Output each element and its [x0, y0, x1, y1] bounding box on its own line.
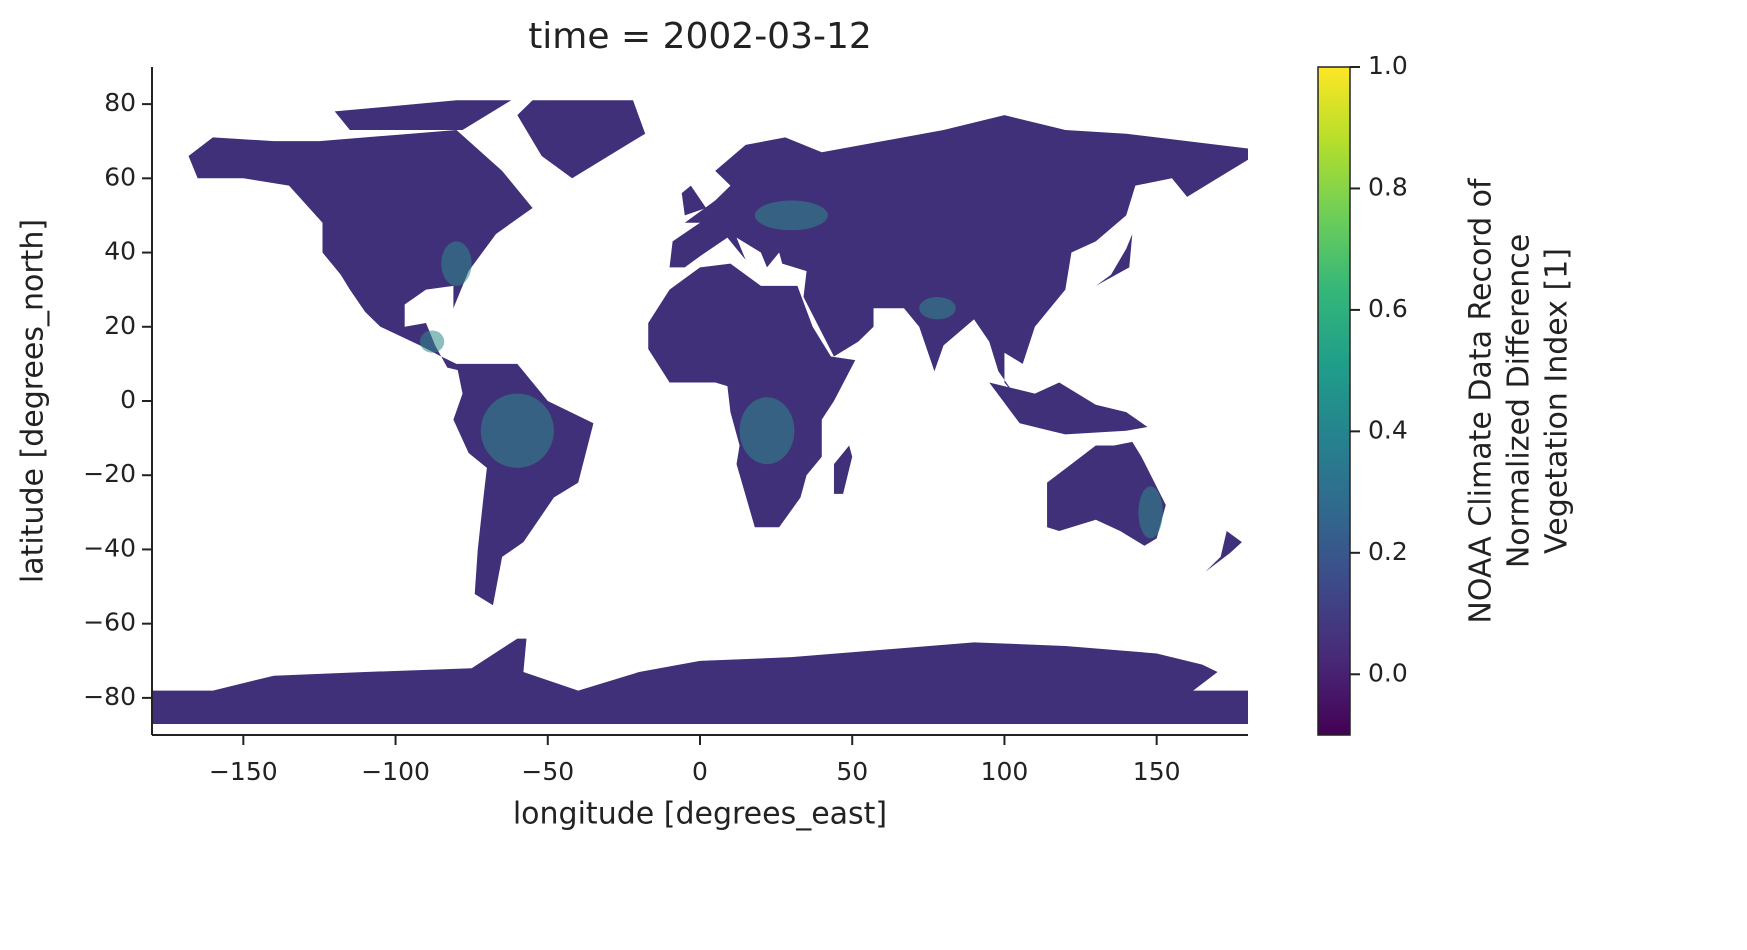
- colorbar-tick-label: 0.2: [1368, 537, 1408, 566]
- y-axis-label: latitude [degrees_north]: [16, 219, 51, 583]
- y-tick-label: 80: [104, 88, 136, 117]
- colorbar-tick-label: 1.0: [1368, 51, 1408, 80]
- madagascar: [833, 445, 853, 494]
- y-tick-label: −40: [83, 533, 136, 562]
- britain: [681, 185, 707, 216]
- arctic-islands: [334, 100, 512, 130]
- australia: [1047, 441, 1166, 546]
- x-tick-label: −150: [209, 757, 278, 786]
- x-tick-label: −50: [521, 757, 574, 786]
- x-tick-label: 100: [981, 757, 1029, 786]
- colorbar-tick-label: 0.4: [1368, 415, 1408, 444]
- y-tick-label: 20: [104, 311, 136, 340]
- new-zealand: [1205, 530, 1242, 572]
- colorbar-tick-label: 0.6: [1368, 294, 1408, 323]
- indonesia: [989, 382, 1148, 435]
- y-tick-label: 40: [104, 237, 136, 266]
- colorbar-label: NOAA Climate Data Record of Normalized Di…: [1464, 177, 1575, 624]
- y-tick-label: −80: [83, 682, 136, 711]
- north-america: [188, 129, 533, 372]
- y-tick-label: 60: [104, 162, 136, 191]
- antarctica: [152, 638, 1248, 724]
- x-tick-label: 150: [1133, 757, 1181, 786]
- japan: [1095, 233, 1133, 286]
- colorbar-tick-label: 0.8: [1368, 172, 1408, 201]
- colorbar-label-line: Vegetation Index [1]: [1540, 248, 1575, 554]
- eurasia: [669, 115, 1248, 398]
- x-tick-label: −100: [361, 757, 430, 786]
- colorbar-tick-label: 0.0: [1368, 658, 1408, 687]
- vegetation-patches: [419, 200, 1163, 539]
- y-tick-label: 0: [120, 385, 136, 414]
- x-tick-label: 0: [692, 757, 708, 786]
- x-axis-label: longitude [degrees_east]: [513, 797, 887, 832]
- land-raster: [152, 100, 1248, 724]
- x-tick-label: 50: [836, 757, 868, 786]
- map-area: [152, 100, 1248, 724]
- chart-title: time = 2002-03-12: [528, 16, 872, 57]
- y-tick-label: −60: [83, 608, 136, 637]
- greenland: [517, 100, 646, 179]
- africa: [648, 263, 856, 528]
- colorbar-label-line: NOAA Climate Data Record of: [1464, 177, 1499, 624]
- y-tick-label: −20: [83, 459, 136, 488]
- colorbar-label-line: Normalized Difference: [1502, 234, 1537, 568]
- colorbar: [1317, 66, 1351, 736]
